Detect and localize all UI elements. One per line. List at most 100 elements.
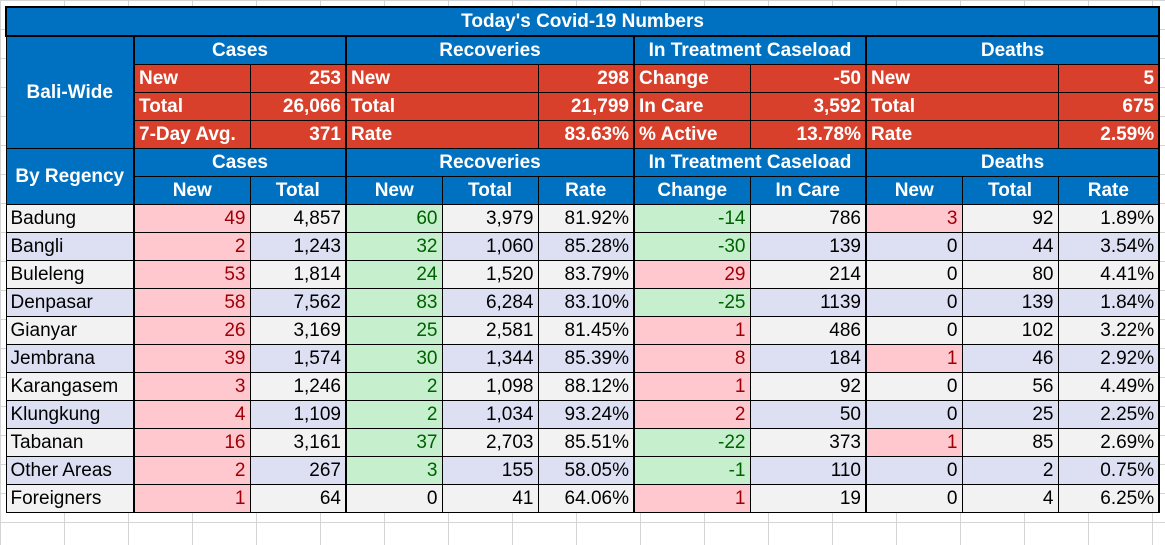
regency-value: 30 — [345, 344, 443, 373]
regency-name: Gianyar — [5, 316, 135, 345]
regency-value: 786 — [749, 204, 867, 233]
regency-value: 16 — [133, 428, 251, 457]
regency-value: 184 — [749, 344, 867, 373]
regency-value: 0 — [345, 484, 443, 513]
regency-group-header: In Treatment Caseload — [633, 148, 867, 177]
regency-value: 3 — [133, 372, 251, 401]
regency-value: 4 — [961, 484, 1059, 513]
regency-column-header: Rate — [537, 176, 635, 205]
regency-value: 3 — [345, 456, 443, 485]
regency-name: Foreigners — [5, 484, 135, 513]
bali-wide-group-header: Recoveries — [345, 35, 635, 65]
regency-column-header: New — [865, 176, 963, 205]
regency-value: 0 — [865, 484, 963, 513]
regency-value: 267 — [249, 456, 347, 485]
bali-wide-metric-label: In Care — [633, 92, 751, 121]
regency-value: 2,703 — [441, 428, 539, 457]
bali-wide-metric-value: 5 — [1057, 64, 1161, 93]
regency-value: 1,246 — [249, 372, 347, 401]
regency-value: 25 — [961, 400, 1059, 429]
regency-value: 1 — [633, 484, 751, 513]
table-row: Denpasar 58 7,562 83 6,284 83.10% -25 1139 0 139 1… — [5, 288, 1161, 317]
regency-value: 1,098 — [441, 372, 539, 401]
regency-value: 93.24% — [537, 400, 635, 429]
regency-value: 1,344 — [441, 344, 539, 373]
regency-value: 64 — [249, 484, 347, 513]
regency-column-header: Total — [249, 176, 347, 205]
bali-wide-metric-value: 83.63% — [537, 120, 635, 149]
regency-value: 19 — [749, 484, 867, 513]
regency-value: 85 — [961, 428, 1059, 457]
bali-wide-metric-label: Total — [865, 92, 1059, 121]
regency-column-header: In Care — [749, 176, 867, 205]
regency-value: 2 — [133, 456, 251, 485]
regency-value: 44 — [961, 232, 1059, 261]
regency-column-header: New — [345, 176, 443, 205]
regency-value: 58 — [133, 288, 251, 317]
regency-name: Jembrana — [5, 344, 135, 373]
bali-wide-metric-value: 3,592 — [749, 92, 867, 121]
regency-value: 3,979 — [441, 204, 539, 233]
table-row: Karangasem 3 1,246 2 1,098 88.12% 1 92 0 56 4.49% — [5, 372, 1161, 401]
regency-value: 214 — [749, 260, 867, 289]
regency-value: 6.25% — [1057, 484, 1161, 513]
regency-value: 92 — [961, 204, 1059, 233]
regency-value: 1,109 — [249, 400, 347, 429]
regency-value: 2 — [345, 400, 443, 429]
bali-wide-metric-label: New — [133, 64, 251, 93]
regency-value: 80 — [961, 260, 1059, 289]
table-row: Badung 49 4,857 60 3,979 81.92% -14 786 3 92 1.89% — [5, 204, 1161, 233]
regency-value: 85.51% — [537, 428, 635, 457]
regency-column-header: Change — [633, 176, 751, 205]
bali-wide-metric-label: New — [865, 64, 1059, 93]
regency-value: 1 — [633, 372, 751, 401]
bali-wide-metric-label: % Active — [633, 120, 751, 149]
regency-name: Tabanan — [5, 428, 135, 457]
regency-value: 7,562 — [249, 288, 347, 317]
regency-value: -14 — [633, 204, 751, 233]
bali-wide-group-header: In Treatment Caseload — [633, 35, 867, 65]
bali-wide-row: New 253 New 298 Change -50 New 5 — [6, 64, 1161, 93]
regency-value: 81.45% — [537, 316, 635, 345]
regency-value: -22 — [633, 428, 751, 457]
bali-wide-metric-value: 2.59% — [1057, 120, 1161, 149]
regency-column-header: Rate — [1057, 176, 1161, 205]
regency-value: 2 — [133, 232, 251, 261]
bali-wide-metric-label: Total — [133, 92, 251, 121]
regency-value: 3 — [865, 204, 963, 233]
regency-value: 2.25% — [1057, 400, 1161, 429]
bali-wide-metric-label: 7-Day Avg. — [133, 120, 251, 149]
regency-value: 85.39% — [537, 344, 635, 373]
regency-value: 1,574 — [249, 344, 347, 373]
table-row: Other Areas 2 267 3 155 58.05% -1 110 0 2 0.75% — [5, 456, 1161, 485]
regency-group-header: Recoveries — [345, 148, 635, 177]
regency-value: 0 — [865, 260, 963, 289]
regency-value: 0 — [865, 400, 963, 429]
regency-group-header: Cases — [133, 148, 347, 177]
regency-value: 0 — [865, 316, 963, 345]
regency-value: 0 — [865, 288, 963, 317]
regency-value: 2 — [345, 372, 443, 401]
regency-value: 2,581 — [441, 316, 539, 345]
regency-value: 25 — [345, 316, 443, 345]
table-row: Buleleng 53 1,814 24 1,520 83.79% 29 214 0 80 4.41… — [5, 260, 1161, 289]
regency-value: 85.28% — [537, 232, 635, 261]
table-row: Klungkung 4 1,109 2 1,034 93.24% 2 50 0 25 2.25% — [5, 400, 1161, 429]
regency-value: 4,857 — [249, 204, 347, 233]
regency-value: 139 — [961, 288, 1059, 317]
regency-value: 1 — [133, 484, 251, 513]
bali-wide-group-header: Deaths — [865, 35, 1161, 65]
regency-value: 58.05% — [537, 456, 635, 485]
regency-name: Karangasem — [5, 372, 135, 401]
regency-value: 26 — [133, 316, 251, 345]
regency-value: 81.92% — [537, 204, 635, 233]
regency-value: 1.84% — [1057, 288, 1161, 317]
regency-group-header: Deaths — [865, 148, 1161, 177]
regency-value: 1,060 — [441, 232, 539, 261]
regency-value: 8 — [633, 344, 751, 373]
regency-value: 2 — [961, 456, 1059, 485]
bali-wide-metric-value: 26,066 — [249, 92, 347, 121]
regency-value: 4 — [133, 400, 251, 429]
table-row: Tabanan 16 3,161 37 2,703 85.51% -22 373 1 85 2.69… — [5, 428, 1161, 457]
regency-value: 50 — [749, 400, 867, 429]
